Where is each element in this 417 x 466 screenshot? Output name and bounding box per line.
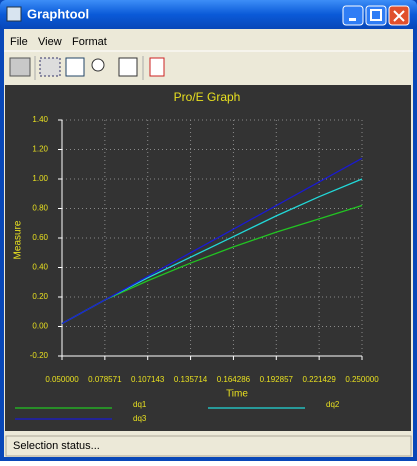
title-buttons bbox=[342, 5, 410, 26]
status-text: Selection status... bbox=[13, 440, 100, 452]
x-tick-label: 0.221429 bbox=[302, 375, 336, 384]
y-tick-label: 0.60 bbox=[32, 233, 48, 242]
report-button[interactable] bbox=[149, 57, 165, 77]
minimize-button[interactable] bbox=[342, 5, 364, 26]
x-tick-label: 0.250000 bbox=[345, 375, 379, 384]
menu-item[interactable]: Format bbox=[72, 36, 107, 48]
legend-label: dq1 bbox=[133, 400, 147, 409]
zoom-fit-button[interactable] bbox=[118, 57, 138, 77]
zoom-in-button[interactable] bbox=[91, 58, 105, 72]
maximize-button[interactable] bbox=[365, 5, 387, 26]
y-tick-label: 0.20 bbox=[32, 292, 48, 301]
minimize-glyph bbox=[349, 18, 356, 21]
y-tick-label: 0.40 bbox=[32, 263, 48, 272]
title-bar bbox=[0, 0, 417, 29]
chart-title: Pro/E Graph bbox=[174, 90, 241, 104]
y-tick-label: 1.20 bbox=[32, 145, 48, 154]
legend-label: dq3 bbox=[133, 414, 147, 423]
y-tick-label: 0.80 bbox=[32, 204, 48, 213]
x-axis-label: Time bbox=[226, 389, 248, 400]
close-glyph bbox=[393, 10, 405, 22]
grid-button[interactable] bbox=[39, 57, 61, 77]
menu-item[interactable]: View bbox=[38, 36, 62, 48]
edit-button[interactable] bbox=[65, 57, 85, 77]
y-tick-label: 0.00 bbox=[32, 322, 48, 331]
y-axis-label: Measure bbox=[13, 220, 24, 259]
x-tick-label: 0.164286 bbox=[217, 375, 251, 384]
app-icon bbox=[6, 6, 22, 22]
plot-background bbox=[5, 85, 411, 431]
data-line bbox=[61, 157, 363, 325]
maximize-glyph bbox=[370, 9, 382, 21]
toolbar bbox=[9, 56, 165, 80]
x-tick-label: 0.135714 bbox=[174, 375, 208, 384]
y-tick-label: 1.00 bbox=[32, 174, 48, 183]
y-tick-label: -0.20 bbox=[30, 351, 49, 360]
menu-item[interactable]: File bbox=[10, 36, 28, 48]
plot: -0.20 0.00 0.20 0.40 0.60 0.80 1.00 1.20 1.40 0.0… bbox=[15, 115, 379, 423]
x-tick-label: 0.107143 bbox=[131, 375, 165, 384]
x-tick-label: 0.078571 bbox=[88, 375, 122, 384]
y-tick-label: 1.40 bbox=[32, 115, 48, 124]
menu-bar: File View Format bbox=[10, 36, 107, 48]
legend-label: dq2 bbox=[326, 400, 340, 409]
print-button[interactable] bbox=[9, 57, 31, 77]
x-tick-label: 0.050000 bbox=[45, 375, 79, 384]
x-tick-label: 0.192857 bbox=[260, 375, 294, 384]
status-bar bbox=[5, 435, 412, 457]
window-title: Graphtool bbox=[27, 6, 89, 21]
